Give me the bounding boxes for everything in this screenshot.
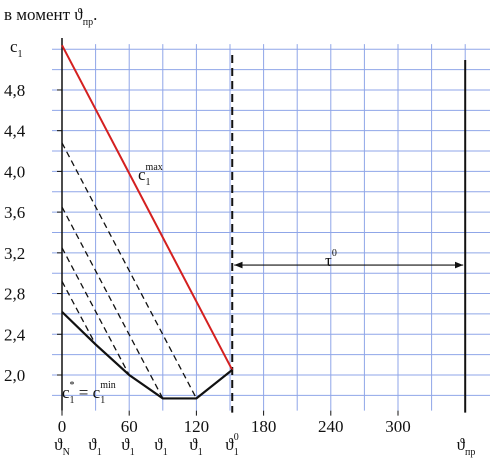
y-tick-label: 4,8 [4,81,25,100]
subscript: 1 [146,177,151,188]
text-part: ϑ [457,435,466,454]
series-line [61,44,234,371]
y-axis-label: c1​ [10,37,23,60]
annotation: c1*​ = c1min​ [62,380,116,406]
grid [52,44,490,411]
text-part: . [93,5,97,24]
x-tick-label: 120 [184,417,210,436]
x-point-label: ϑпр​ [457,435,476,458]
subscript: 1 [97,447,102,458]
y-tick-label: 2,0 [4,366,25,385]
subscript: 1 [234,447,239,458]
y-tick-label: 2,4 [4,325,26,344]
x-point-label: ϑ10​ [225,432,238,458]
x-tick-label: 240 [318,417,344,436]
text-part: c [62,383,70,402]
subscript: 1 [198,447,203,458]
text-part: τ [325,251,332,270]
text-part: c [93,383,101,402]
text-part: ϑ [88,435,97,454]
annotation: c1max​ [138,162,163,188]
series-line [61,311,233,400]
superscript: max [146,162,163,173]
subscript: 1 [163,447,168,458]
series-line [61,206,164,399]
text-part: ϑ [154,435,163,454]
text-part: ϑ [54,435,63,454]
y-tick-label: 3,2 [4,244,25,263]
text-part: c [10,37,18,56]
text-part: ϑ [225,435,234,454]
text-part: = [75,383,93,402]
series-line [61,247,130,376]
superscript: 0 [234,432,239,443]
x-point-label: ϑ1​ [189,435,202,458]
series-line [61,281,97,345]
x-tick-label: 0 [58,417,67,436]
annotation: τ0​ [325,248,337,270]
text-part: ϑ [121,435,130,454]
y-tick-label: 2,8 [4,285,25,304]
text-part: ϑ [189,435,198,454]
x-point-label: ϑ1​ [121,435,134,458]
superscript: 0 [332,248,337,259]
y-tick-label: 3,6 [4,203,25,222]
x-point-label: ϑ1​ [88,435,101,458]
x-tick-label: 60 [121,417,138,436]
y-tick-label: 4,4 [4,122,26,141]
subscript: 1 [100,395,105,406]
text-part: в момент ϑ [4,5,83,24]
x-tick-label: 300 [385,417,411,436]
superscript: * [70,380,75,391]
subscript: 1 [130,447,135,458]
subscript: пр [83,17,93,28]
x-point-label: ϑN​ [54,435,70,458]
title: в момент ϑпр​. [4,5,97,28]
x-point-label: ϑ1​ [154,435,167,458]
x-tick-label: 180 [251,417,277,436]
subscript: N [63,447,70,458]
series-line [61,142,197,399]
y-tick-label: 4,0 [4,162,25,181]
subscript: 1 [18,49,23,60]
subscript: пр [465,447,475,458]
subscript: 1 [70,395,75,406]
text-part: c [138,165,146,184]
superscript: min [100,380,116,391]
